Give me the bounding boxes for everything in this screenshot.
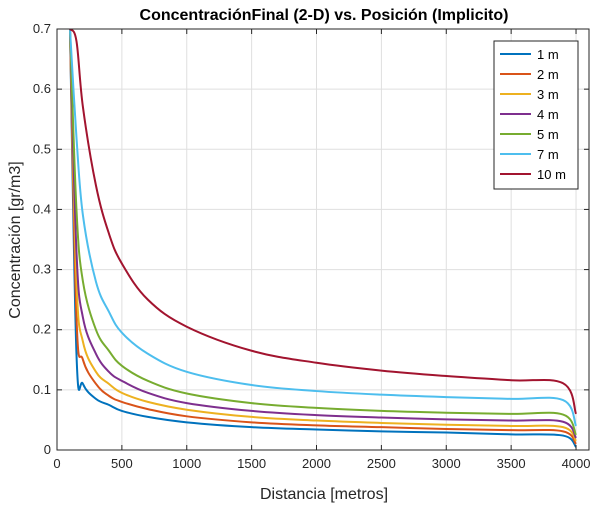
y-tick-label: 0.3	[33, 262, 51, 277]
y-tick-label: 0.1	[33, 382, 51, 397]
legend-label: 4 m	[537, 107, 559, 122]
series-line-6	[68, 28, 577, 427]
x-axis-ticks: 0 500 1000 1500 2000 2500 3000 3500 4000	[53, 29, 590, 471]
plot-frame	[56, 28, 590, 451]
x-tick-label: 1500	[237, 456, 266, 471]
series-line-1	[68, 28, 577, 448]
series-line-2	[68, 28, 577, 445]
x-tick-label: 2000	[302, 456, 331, 471]
x-tick-label: 2500	[367, 456, 396, 471]
y-axis-ticks: 0 0.1 0.2 0.3 0.4 0.5 0.6 0.7	[33, 21, 589, 457]
legend-label: 2 m	[537, 67, 559, 82]
x-tick-label: 4000	[562, 456, 591, 471]
legend-label: 5 m	[537, 127, 559, 142]
y-tick-label: 0.7	[33, 21, 51, 36]
legend-label: 3 m	[537, 87, 559, 102]
y-tick-label: 0.4	[33, 201, 51, 216]
legend-label: 10 m	[537, 167, 566, 182]
legend-label: 1 m	[537, 47, 559, 62]
x-tick-label: 500	[111, 456, 133, 471]
y-tick-label: 0.2	[33, 322, 51, 337]
series-lines	[68, 28, 577, 448]
chart-title: ConcentraciónFinal (2-D) vs. Posición (I…	[140, 7, 509, 24]
y-axis-label: Concentración [gr/m3]	[7, 161, 24, 318]
series-line-7	[69, 28, 577, 415]
x-tick-label: 3500	[497, 456, 526, 471]
legend-label: 7 m	[537, 147, 559, 162]
series-line-3	[68, 28, 577, 442]
y-tick-label: 0.5	[33, 141, 51, 156]
x-axis-label: Distancia [metros]	[260, 486, 388, 503]
x-tick-label: 3000	[432, 456, 461, 471]
legend: 1 m 2 m 3 m 4 m 5 m 7 m 10 m	[493, 40, 579, 190]
series-line-5	[68, 28, 577, 436]
y-tick-label: 0.6	[33, 81, 51, 96]
y-tick-label: 0	[44, 442, 51, 457]
x-tick-label: 1000	[172, 456, 201, 471]
series-line-4	[68, 28, 577, 439]
x-tick-label: 0	[53, 456, 60, 471]
